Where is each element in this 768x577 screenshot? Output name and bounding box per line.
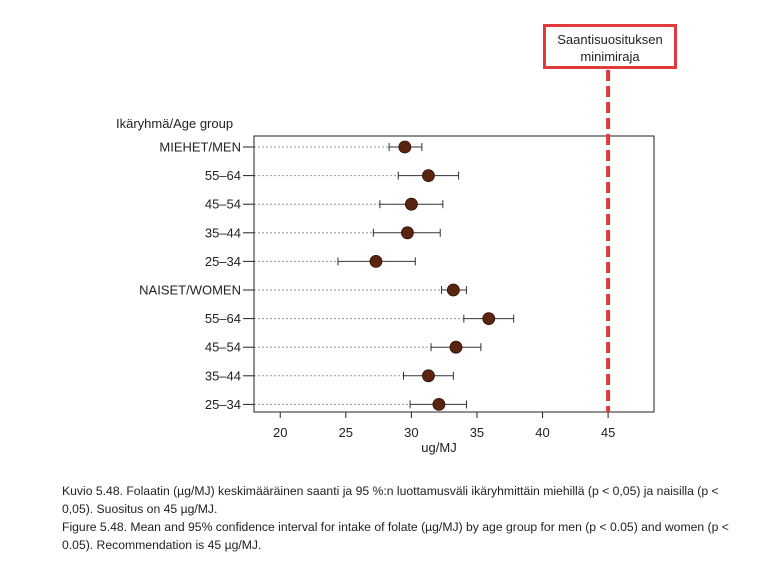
- mean-point: [446, 283, 460, 297]
- x-tick-label: 40: [535, 425, 549, 440]
- recommendation-callout: Saantisuosituksen minimiraja: [543, 24, 677, 69]
- x-axis: 20 25 30 35 40 45: [273, 412, 615, 440]
- x-tick-label: 45: [601, 425, 615, 440]
- x-tick-label: 35: [470, 425, 484, 440]
- mean-point: [398, 140, 412, 154]
- figure-caption: Kuvio 5.48. Folaatin (µg/MJ) keskimääräi…: [62, 482, 752, 554]
- mean-point: [482, 312, 496, 326]
- row-label: 55–64: [205, 311, 241, 326]
- plot-frame: [253, 135, 655, 413]
- mean-point: [422, 169, 435, 183]
- x-axis-label: ug/MJ: [421, 440, 456, 455]
- row-label: 35–44: [205, 368, 241, 383]
- caption-finnish: Kuvio 5.48. Folaatin (µg/MJ) keskimääräi…: [62, 484, 719, 516]
- x-tick-label: 25: [339, 425, 353, 440]
- mean-point: [369, 254, 383, 268]
- caption-english: Figure 5.48. Mean and 95% confidence int…: [62, 520, 729, 552]
- callout-line-1: Saantisuosituksen: [557, 32, 663, 47]
- callout-line-2: minimiraja: [580, 49, 640, 64]
- row-label: 35–44: [205, 225, 241, 240]
- mean-point: [404, 197, 418, 211]
- mean-point: [422, 369, 435, 383]
- x-tick-label: 20: [273, 425, 287, 440]
- x-tick-label: 30: [404, 425, 418, 440]
- row-label: NAISET/WOMEN: [139, 283, 241, 298]
- mean-point: [449, 340, 463, 354]
- row-label: 45–54: [205, 197, 241, 212]
- chart-rows: MIEHET/MEN 55–64 45–54 35–44 25–34 NAISET/WOM…: [139, 140, 515, 412]
- row-label: MIEHET/MEN: [159, 140, 241, 155]
- row-label: 45–54: [205, 340, 241, 355]
- mean-point: [401, 226, 414, 240]
- mean-point: [432, 397, 446, 411]
- group-header: Ikäryhmä/Age group: [116, 116, 233, 131]
- row-label: 25–34: [205, 254, 241, 269]
- row-label: 25–34: [205, 397, 241, 412]
- row-label: 55–64: [205, 168, 241, 183]
